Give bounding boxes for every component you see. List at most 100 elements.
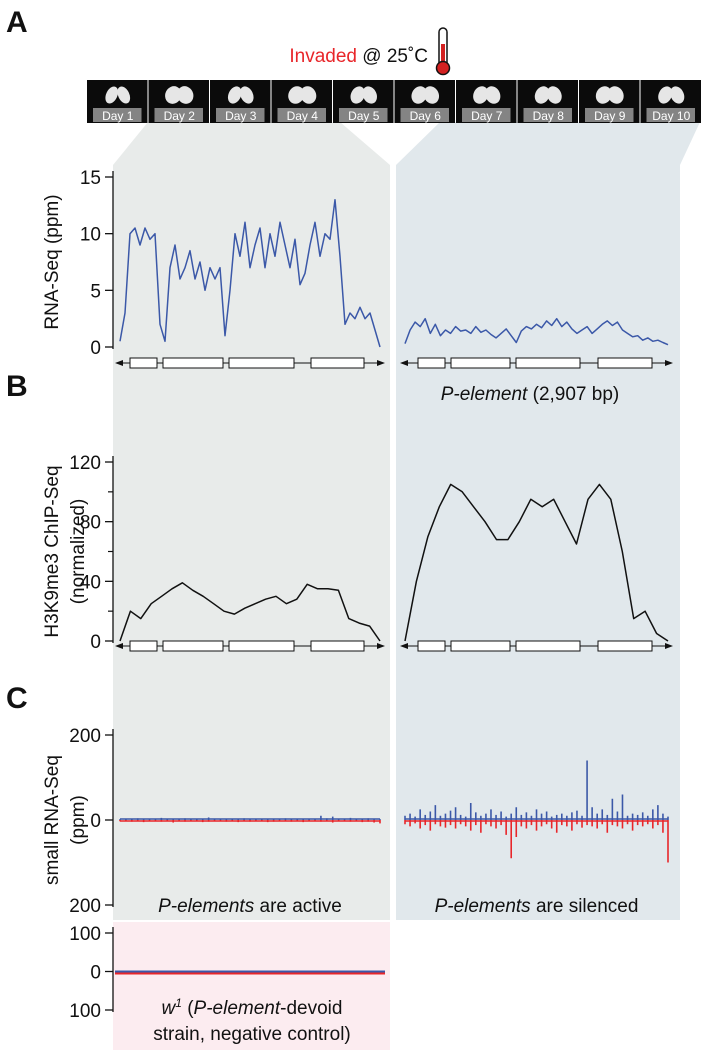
- annotation: P-elements are silenced: [435, 896, 639, 917]
- y-tick-label: 100: [69, 924, 101, 945]
- y-tick-label: 0: [90, 632, 101, 653]
- day-label-box: [154, 108, 203, 122]
- gene-arrow: [400, 643, 408, 649]
- exon: [129, 357, 158, 369]
- wing: [534, 86, 550, 104]
- exon: [450, 640, 511, 652]
- wing: [239, 86, 254, 104]
- gene-arrow: [400, 360, 408, 366]
- exon: [597, 640, 653, 652]
- panel-label: B: [6, 370, 28, 403]
- wing: [595, 86, 612, 104]
- day-label: Day 8: [533, 109, 565, 123]
- y-tick-label: 5: [90, 281, 101, 302]
- day-label: Day 9: [594, 109, 626, 123]
- shade-control: [113, 922, 390, 1050]
- gene-arrow: [377, 643, 385, 649]
- shade-active: [113, 122, 390, 920]
- signal-line: [404, 483, 669, 642]
- y-axis-label: (normalized): [68, 499, 89, 605]
- y-tick-label: 0: [90, 338, 101, 359]
- y-tick-label: 80: [80, 513, 101, 534]
- wing: [362, 86, 377, 104]
- annotation-part: P-elements: [435, 896, 532, 917]
- wing: [607, 86, 624, 104]
- day-label-box: [646, 108, 695, 122]
- gene-arrow: [115, 360, 123, 366]
- day-label: Day 3: [225, 109, 257, 123]
- y-axis-label: H3K9me3 ChIP-Seq: [42, 465, 63, 637]
- wing: [227, 86, 242, 104]
- day-label-box: [216, 108, 265, 122]
- y-tick-label: 200: [69, 726, 101, 747]
- day-label: Day 5: [348, 109, 380, 123]
- exon: [450, 357, 511, 369]
- annotation-part: are silenced: [531, 896, 639, 917]
- annotation-part: strain, negative control): [153, 1024, 351, 1045]
- exon: [162, 640, 224, 652]
- annotation-part: 1: [175, 996, 182, 1010]
- day-label-box: [400, 108, 449, 122]
- shade-silenced: [396, 122, 700, 920]
- header: Invaded @ 25˚C: [289, 46, 428, 67]
- gene-arrow: [377, 360, 385, 366]
- annotation-part: w: [162, 998, 177, 1019]
- exon: [310, 640, 365, 652]
- annotation: w1 (P-element-devoid: [162, 996, 343, 1019]
- wing: [411, 86, 428, 104]
- wing: [350, 86, 365, 104]
- y-tick-label: 100: [69, 1001, 101, 1022]
- annotation: strain, negative control): [153, 1024, 351, 1045]
- day-label: Day 2: [164, 109, 196, 123]
- gene-arrow: [115, 643, 123, 649]
- day-label-box: [277, 108, 326, 122]
- exon: [310, 357, 365, 369]
- y-tick-label: 15: [80, 168, 101, 189]
- exon: [228, 640, 295, 652]
- y-tick-label: 200: [69, 896, 101, 917]
- day-label-box: [93, 108, 142, 122]
- annotation-part: P-elements: [158, 896, 255, 917]
- day-label: Day 10: [652, 109, 690, 123]
- wing: [165, 86, 182, 104]
- gene-name: P-element: [441, 384, 528, 405]
- wing: [546, 86, 562, 104]
- gene-length: (2,907 bp): [533, 384, 620, 405]
- exon: [597, 357, 653, 369]
- wing: [177, 86, 194, 104]
- wing: [670, 86, 685, 104]
- day-label-box: [585, 108, 634, 122]
- panel-label: A: [6, 6, 28, 39]
- day-label-box: [523, 108, 572, 122]
- day-label-box: [339, 108, 388, 122]
- thermometer: [435, 27, 451, 76]
- day-label: Day 4: [287, 109, 319, 123]
- annotation: P-elements are active: [158, 896, 342, 917]
- day-label: Day 6: [410, 109, 442, 123]
- wing: [300, 86, 317, 104]
- panel-label: C: [6, 682, 28, 715]
- y-tick-label: 0: [90, 963, 101, 984]
- y-axis-label: (ppm): [68, 795, 89, 845]
- y-tick-label: 0: [90, 811, 101, 832]
- wing: [423, 86, 440, 104]
- day-label: Day 1: [102, 109, 134, 123]
- day-label-box: [462, 108, 511, 122]
- wing: [473, 86, 489, 104]
- y-axis-label: RNA-Seq (ppm): [42, 194, 63, 329]
- exon: [129, 640, 158, 652]
- annotation-part: (: [182, 998, 194, 1019]
- annotation-part: are active: [254, 896, 342, 917]
- exon: [515, 640, 581, 652]
- exon: [417, 640, 446, 652]
- header-condition: @ 25˚C: [362, 46, 428, 67]
- header-invaded: Invaded: [289, 46, 357, 67]
- wing: [105, 86, 119, 104]
- y-tick-label: 40: [80, 572, 101, 593]
- exon: [515, 357, 581, 369]
- signal-line: [119, 582, 381, 642]
- gene-label: P-element (2,907 bp): [441, 384, 620, 405]
- signal-line: [119, 198, 381, 348]
- wing: [288, 86, 305, 104]
